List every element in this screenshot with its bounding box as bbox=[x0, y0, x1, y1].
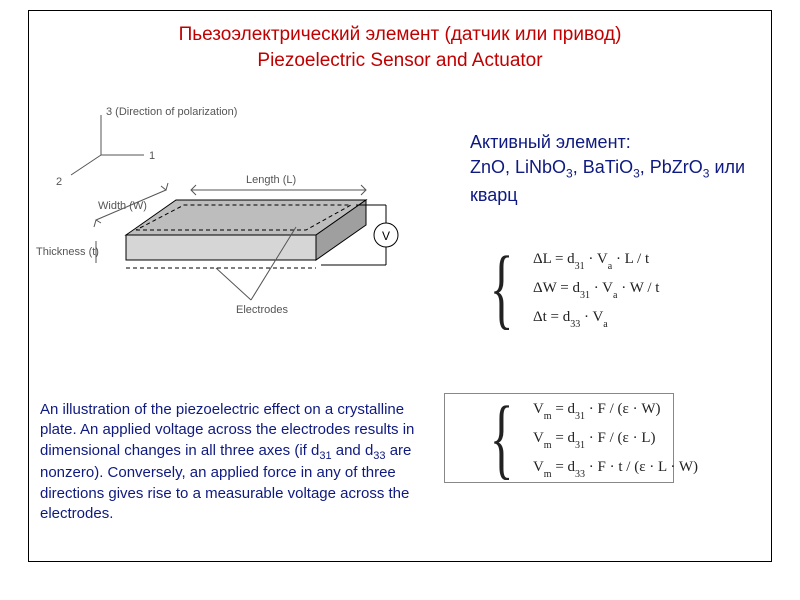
slide-title: Пьезоэлектрический элемент (датчик или п… bbox=[40, 22, 760, 73]
width-label: Width (W) bbox=[98, 200, 147, 212]
title-line2: Piezoelectric Sensor and Actuator bbox=[257, 50, 542, 71]
brace-icon: { bbox=[490, 248, 514, 329]
eq-Vm3: Vm = d33 · F · t / (ε · L · W) bbox=[533, 453, 698, 482]
eq-dL: ΔL = d31 · Va · L / t bbox=[533, 245, 659, 274]
eq-Vm1: Vm = d31 · F / (ε · W) bbox=[533, 395, 698, 424]
title-line1: Пьезоэлектрический элемент (датчик или п… bbox=[179, 24, 622, 45]
piezo-diagram: 3 (Direction of polarization) 1 2 Length… bbox=[36, 105, 416, 325]
active-element-heading: Активный элемент: bbox=[470, 130, 770, 155]
axis3-label: 3 (Direction of polarization) bbox=[106, 106, 237, 118]
eq-dt: Δt = d33 · Va bbox=[533, 303, 659, 332]
equations-displacement: { ΔL = d31 · Va · L / t ΔW = d31 · Va · … bbox=[480, 245, 760, 332]
electrodes-label: Electrodes bbox=[236, 304, 288, 316]
thickness-label: Thickness (t) bbox=[36, 246, 99, 258]
equations-voltage: { Vm = d31 · F / (ε · W) Vm = d31 · F / … bbox=[480, 395, 760, 482]
eq-dW: ΔW = d31 · Va · W / t bbox=[533, 274, 659, 303]
eq-Vm2: Vm = d31 · F / (ε · L) bbox=[533, 424, 698, 453]
length-label: Length (L) bbox=[246, 174, 296, 186]
active-element-materials: ZnO, LiNbO3, BaTiO3, PbZrO3 или кварц bbox=[470, 155, 770, 208]
axis2-label: 2 bbox=[56, 176, 62, 188]
voltage-label: V bbox=[382, 229, 390, 243]
active-element-block: Активный элемент: ZnO, LiNbO3, BaTiO3, P… bbox=[470, 130, 770, 208]
axis1-label: 1 bbox=[149, 150, 155, 162]
brace-icon: { bbox=[490, 398, 514, 479]
description-text: An illustration of the piezoelectric eff… bbox=[40, 400, 440, 524]
